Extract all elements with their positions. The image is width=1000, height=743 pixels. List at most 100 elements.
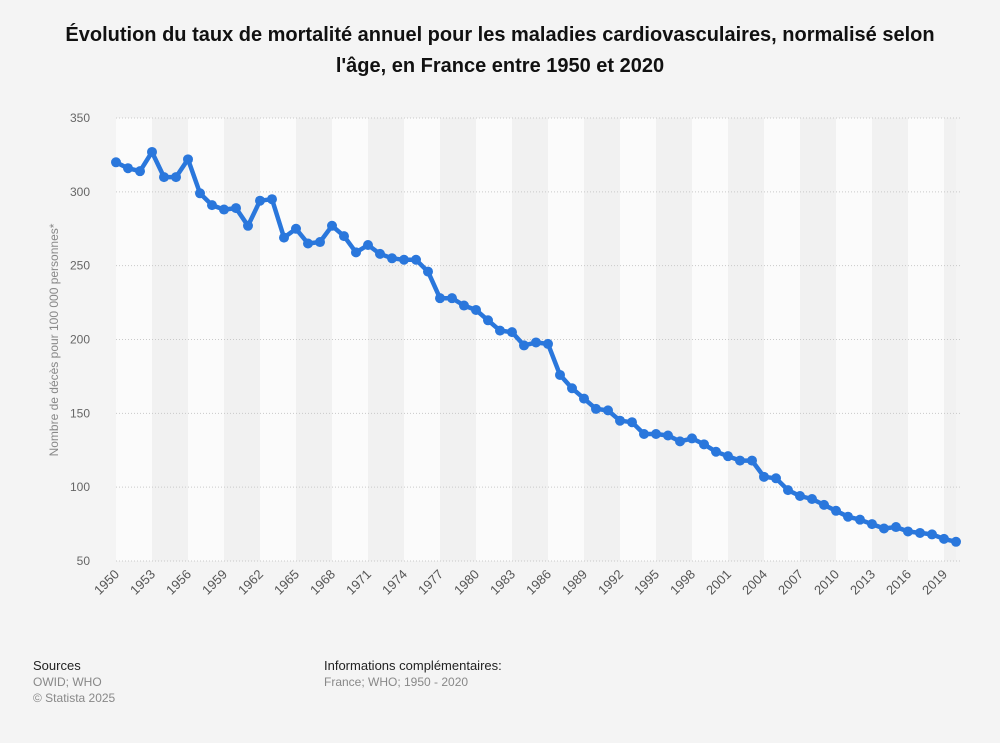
data-point[interactable]	[351, 247, 361, 258]
info-block: Informations complémentaires: France; WH…	[324, 658, 502, 690]
data-point[interactable]	[819, 499, 829, 510]
data-point[interactable]	[435, 293, 445, 304]
data-point[interactable]	[483, 315, 493, 326]
data-point[interactable]	[867, 519, 877, 530]
data-point[interactable]	[471, 304, 481, 315]
data-point[interactable]	[591, 403, 601, 414]
y-tick-label: 50	[77, 554, 91, 568]
data-point[interactable]	[147, 146, 157, 157]
x-tick-label: 1950	[91, 567, 122, 598]
sources-block: Sources OWID; WHO © Statista 2025	[33, 658, 115, 706]
data-point[interactable]	[123, 163, 133, 174]
data-point[interactable]	[327, 220, 337, 231]
x-tick-label: 1992	[595, 567, 626, 598]
x-tick-label: 1962	[235, 567, 266, 598]
data-point[interactable]	[303, 238, 313, 249]
data-point[interactable]	[279, 232, 289, 243]
data-point[interactable]	[903, 526, 913, 537]
data-point[interactable]	[291, 223, 301, 234]
data-point[interactable]	[135, 166, 145, 177]
data-point[interactable]	[243, 220, 253, 231]
data-point[interactable]	[615, 415, 625, 426]
data-point[interactable]	[843, 511, 853, 522]
data-point[interactable]	[363, 239, 373, 250]
data-point[interactable]	[723, 451, 733, 462]
x-tick-label: 1959	[199, 567, 230, 598]
data-point[interactable]	[699, 439, 709, 450]
data-point[interactable]	[651, 429, 661, 440]
x-tick-label: 1977	[415, 567, 446, 598]
data-point[interactable]	[447, 293, 457, 304]
data-point[interactable]	[159, 172, 169, 183]
y-tick-label: 100	[70, 480, 90, 494]
data-point[interactable]	[579, 393, 589, 404]
data-point[interactable]	[207, 200, 217, 211]
data-point[interactable]	[183, 154, 193, 165]
data-point[interactable]	[315, 237, 325, 248]
data-point[interactable]	[111, 157, 121, 168]
data-point[interactable]	[399, 254, 409, 265]
data-point[interactable]	[639, 429, 649, 440]
data-point[interactable]	[603, 405, 613, 416]
sources-line1: OWID; WHO	[33, 675, 102, 689]
data-point[interactable]	[951, 536, 961, 547]
x-tick-label: 1986	[523, 567, 554, 598]
data-point[interactable]	[387, 253, 397, 264]
data-point[interactable]	[339, 231, 349, 242]
data-point[interactable]	[687, 433, 697, 444]
sources-line2: © Statista 2025	[33, 691, 116, 705]
x-tick-label: 2016	[883, 567, 914, 598]
info-title: Informations complémentaires:	[324, 658, 502, 673]
y-axis-label: Nombre de décès pour 100 000 personnes*	[47, 223, 61, 456]
x-tick-label: 1974	[379, 567, 410, 598]
x-tick-label: 2001	[703, 567, 734, 598]
data-point[interactable]	[783, 485, 793, 496]
x-tick-label: 2019	[919, 567, 950, 598]
data-point[interactable]	[255, 195, 265, 206]
data-point[interactable]	[543, 338, 553, 349]
data-point[interactable]	[567, 383, 577, 394]
data-point[interactable]	[915, 527, 925, 538]
data-point[interactable]	[411, 254, 421, 265]
data-point[interactable]	[627, 417, 637, 428]
data-point[interactable]	[195, 188, 205, 199]
x-tick-label: 1998	[667, 567, 698, 598]
data-point[interactable]	[531, 337, 541, 348]
x-tick-label: 1971	[343, 567, 374, 598]
data-point[interactable]	[807, 493, 817, 504]
x-tick-label: 1989	[559, 567, 590, 598]
data-point[interactable]	[735, 455, 745, 466]
data-point[interactable]	[459, 300, 469, 311]
data-point[interactable]	[171, 172, 181, 183]
data-point[interactable]	[879, 523, 889, 534]
x-tick-label: 1980	[451, 567, 482, 598]
data-point[interactable]	[795, 491, 805, 502]
data-point[interactable]	[519, 340, 529, 351]
data-point[interactable]	[555, 369, 565, 380]
x-tick-label: 2004	[739, 567, 770, 598]
data-point[interactable]	[855, 514, 865, 525]
data-point[interactable]	[711, 446, 721, 457]
x-tick-label: 1968	[307, 567, 338, 598]
data-point[interactable]	[891, 522, 901, 533]
x-tick-label: 2013	[847, 567, 878, 598]
data-point[interactable]	[375, 248, 385, 259]
data-point[interactable]	[939, 533, 949, 544]
y-axis-ticks: 50 100 150 200 250 300 350	[70, 111, 90, 568]
data-point[interactable]	[831, 505, 841, 516]
x-tick-label: 1956	[163, 567, 194, 598]
data-point[interactable]	[747, 455, 757, 466]
y-tick-label: 200	[70, 333, 90, 347]
data-point[interactable]	[423, 266, 433, 277]
data-point[interactable]	[771, 473, 781, 484]
data-point[interactable]	[219, 204, 229, 215]
data-point[interactable]	[231, 203, 241, 214]
data-point[interactable]	[507, 327, 517, 338]
data-point[interactable]	[267, 194, 277, 205]
data-point[interactable]	[495, 325, 505, 336]
data-point[interactable]	[675, 436, 685, 447]
x-tick-label: 1965	[271, 567, 302, 598]
data-point[interactable]	[663, 430, 673, 441]
data-point[interactable]	[927, 529, 937, 540]
data-point[interactable]	[759, 471, 769, 482]
